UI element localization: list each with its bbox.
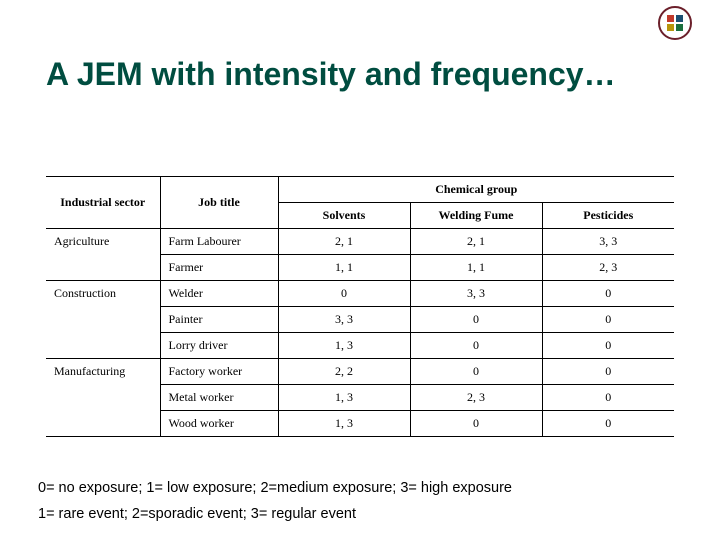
cell-value: 0	[542, 307, 674, 333]
slide: A JEM with intensity and frequency… Indu…	[0, 0, 720, 540]
jem-table: Industrial sector Job title Chemical gro…	[46, 176, 674, 437]
cell-value: 3, 3	[542, 229, 674, 255]
cell-value: 1, 1	[410, 255, 542, 281]
table-row: Lorry driver 1, 3 0 0	[46, 333, 674, 359]
cell-job: Welder	[160, 281, 278, 307]
table-row: Agriculture Farm Labourer 2, 1 2, 1 3, 3	[46, 229, 674, 255]
cell-job: Metal worker	[160, 385, 278, 411]
cell-job: Painter	[160, 307, 278, 333]
col-header-chemical-group: Chemical group	[278, 177, 674, 203]
cell-value: 1, 3	[278, 333, 410, 359]
cell-sector: Manufacturing	[46, 359, 160, 385]
cell-value: 2, 1	[410, 229, 542, 255]
cell-sector	[46, 255, 160, 281]
cell-job: Farmer	[160, 255, 278, 281]
cell-value: 0	[410, 411, 542, 437]
cell-sector	[46, 333, 160, 359]
cell-value: 0	[410, 307, 542, 333]
cell-value: 2, 3	[410, 385, 542, 411]
table-row: Construction Welder 0 3, 3 0	[46, 281, 674, 307]
cell-value: 2, 1	[278, 229, 410, 255]
cell-sector	[46, 385, 160, 411]
university-crest-logo	[658, 6, 692, 40]
col-header-solvents: Solvents	[278, 203, 410, 229]
legend-frequency: 1= rare event; 2=sporadic event; 3= regu…	[38, 506, 356, 522]
cell-value: 0	[542, 385, 674, 411]
cell-sector	[46, 411, 160, 437]
cell-value: 0	[410, 333, 542, 359]
table-row: Manufacturing Factory worker 2, 2 0 0	[46, 359, 674, 385]
table-row: Wood worker 1, 3 0 0	[46, 411, 674, 437]
col-header-welding-fume: Welding Fume	[410, 203, 542, 229]
cell-sector: Agriculture	[46, 229, 160, 255]
cell-sector	[46, 307, 160, 333]
table-row: Painter 3, 3 0 0	[46, 307, 674, 333]
cell-value: 0	[410, 359, 542, 385]
legend-exposure: 0= no exposure; 1= low exposure; 2=mediu…	[38, 480, 512, 496]
cell-value: 0	[542, 359, 674, 385]
cell-job: Factory worker	[160, 359, 278, 385]
col-header-jobtitle: Job title	[160, 177, 278, 229]
col-header-pesticides: Pesticides	[542, 203, 674, 229]
cell-value: 0	[542, 333, 674, 359]
cell-job: Farm Labourer	[160, 229, 278, 255]
cell-value: 1, 1	[278, 255, 410, 281]
cell-value: 3, 3	[278, 307, 410, 333]
jem-table-container: Industrial sector Job title Chemical gro…	[46, 176, 674, 437]
cell-value: 0	[542, 281, 674, 307]
cell-value: 0	[542, 411, 674, 437]
cell-sector: Construction	[46, 281, 160, 307]
cell-value: 2, 3	[542, 255, 674, 281]
col-header-sector: Industrial sector	[46, 177, 160, 229]
cell-value: 1, 3	[278, 411, 410, 437]
table-header-row: Industrial sector Job title Chemical gro…	[46, 177, 674, 203]
cell-job: Wood worker	[160, 411, 278, 437]
cell-value: 3, 3	[410, 281, 542, 307]
cell-value: 1, 3	[278, 385, 410, 411]
cell-job: Lorry driver	[160, 333, 278, 359]
cell-value: 2, 2	[278, 359, 410, 385]
cell-value: 0	[278, 281, 410, 307]
table-row: Farmer 1, 1 1, 1 2, 3	[46, 255, 674, 281]
slide-title: A JEM with intensity and frequency…	[46, 56, 646, 93]
table-row: Metal worker 1, 3 2, 3 0	[46, 385, 674, 411]
